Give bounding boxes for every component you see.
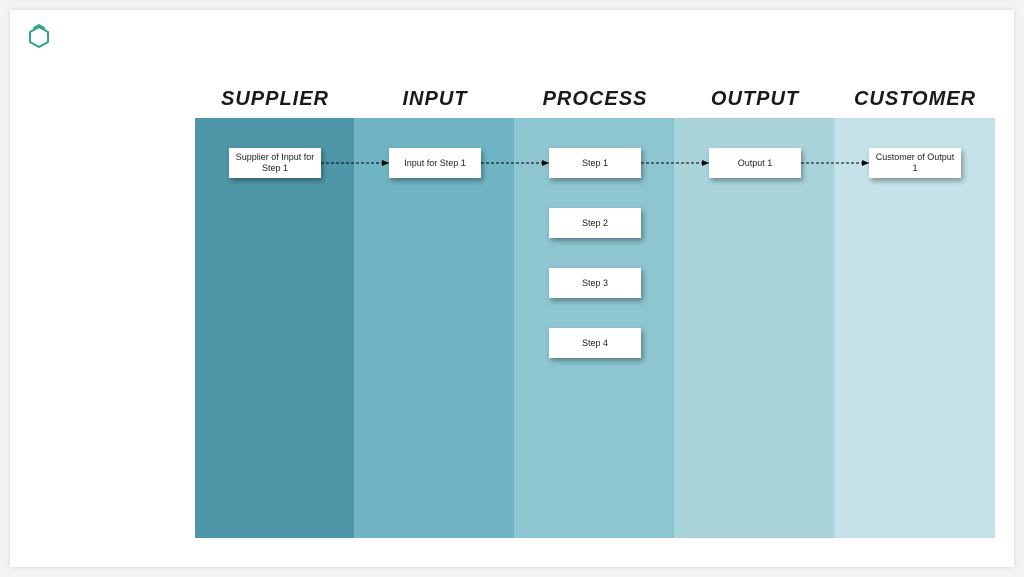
column-header-supplier: SUPPLIER — [195, 88, 355, 111]
card-c-step2[interactable]: Step 2 — [549, 208, 641, 238]
card-label: Output 1 — [738, 158, 773, 169]
card-label: Step 3 — [582, 278, 608, 289]
card-label: Input for Step 1 — [404, 158, 466, 169]
card-c-step4[interactable]: Step 4 — [549, 328, 641, 358]
card-c-output[interactable]: Output 1 — [709, 148, 801, 178]
card-label: Supplier of Input for Step 1 — [233, 152, 317, 174]
swimlanes: Supplier of Input for Step 1 Input for St… — [195, 118, 995, 538]
card-c-customer[interactable]: Customer of Output 1 — [869, 148, 961, 178]
canvas: SUPPLIERINPUTPROCESSOUTPUTCUSTOMER Suppl… — [10, 10, 1014, 567]
app-logo — [28, 24, 50, 55]
card-c-input[interactable]: Input for Step 1 — [389, 148, 481, 178]
card-label: Step 1 — [582, 158, 608, 169]
card-label: Customer of Output 1 — [873, 152, 957, 174]
column-header-input: INPUT — [355, 88, 515, 111]
lane-input — [355, 118, 515, 538]
lane-supplier — [195, 118, 355, 538]
card-label: Step 2 — [582, 218, 608, 229]
column-header-process: PROCESS — [515, 88, 675, 111]
card-label: Step 4 — [582, 338, 608, 349]
card-c-supplier[interactable]: Supplier of Input for Step 1 — [229, 148, 321, 178]
column-header-customer: CUSTOMER — [835, 88, 995, 111]
lane-customer — [835, 118, 995, 538]
card-c-step3[interactable]: Step 3 — [549, 268, 641, 298]
card-c-step1[interactable]: Step 1 — [549, 148, 641, 178]
column-header-output: OUTPUT — [675, 88, 835, 111]
hexagon-icon — [28, 24, 50, 50]
column-headers: SUPPLIERINPUTPROCESSOUTPUTCUSTOMER — [195, 88, 995, 111]
lane-output — [675, 118, 835, 538]
